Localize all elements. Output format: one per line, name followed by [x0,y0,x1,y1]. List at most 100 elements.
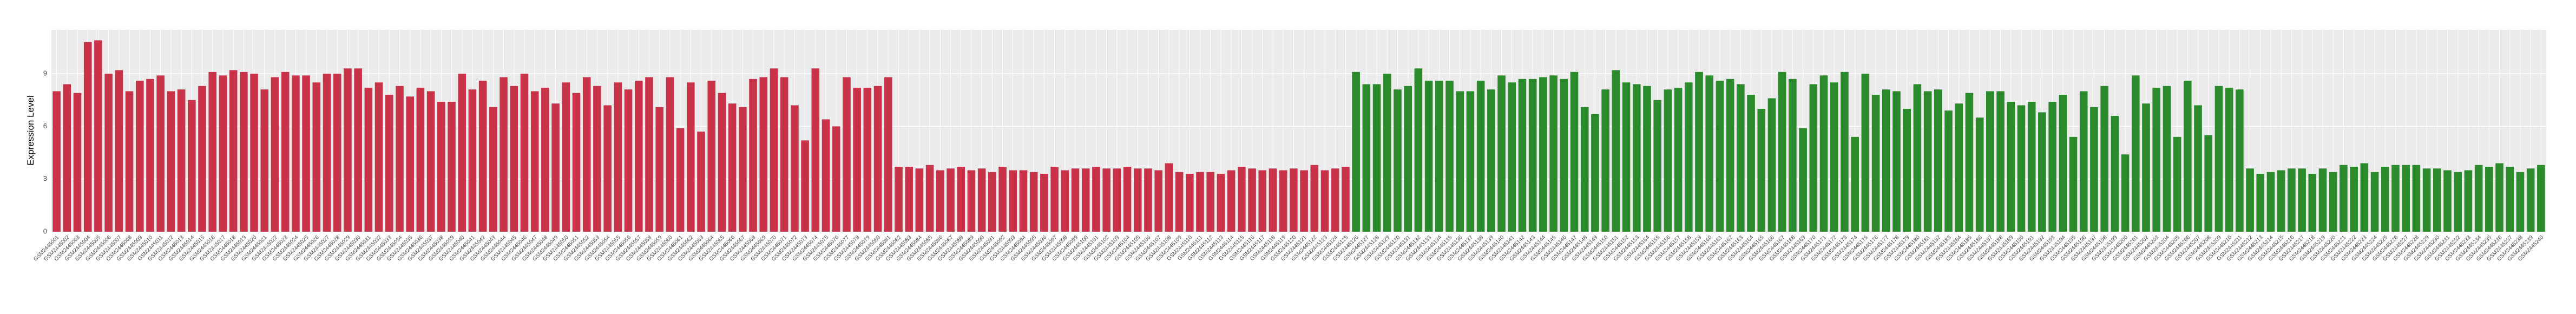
bar [811,68,820,232]
bar [1362,84,1371,232]
bar [1383,74,1391,232]
bar [2443,170,2452,232]
bar [1175,172,1184,232]
bar [219,75,227,232]
bar [478,81,487,232]
bar [1601,89,1609,232]
bar [2288,168,2296,232]
bar [468,89,477,232]
bar [582,77,591,232]
bar [323,74,331,232]
bar [2184,81,2192,232]
bar [915,168,924,232]
bar [1726,78,1734,232]
bar [2246,168,2254,232]
bar [2214,86,2223,232]
bar [1882,89,1890,232]
bar [749,78,757,232]
bar [1819,75,1828,232]
bar [260,89,269,232]
bar [1674,88,1683,232]
bar [822,119,830,232]
bar [957,166,965,232]
bar [593,86,601,232]
bar [1019,170,1028,232]
bar [1081,168,1090,232]
bar [728,103,737,232]
bar [1352,71,1360,232]
bar [1133,168,1142,232]
bar [1975,117,1984,232]
bar [2318,168,2327,232]
bar [1695,71,1703,232]
bar [1102,168,1110,232]
bar [614,82,622,232]
bar [1685,82,1693,232]
bar [198,86,206,232]
bar [1643,86,1651,232]
bar [2350,166,2358,232]
bar [2308,173,2317,232]
bar [1258,170,1267,232]
bar [520,74,529,232]
bar [489,107,497,232]
bar [2381,166,2389,232]
bar [374,82,383,232]
bar [1144,168,1152,232]
bar [2360,163,2369,232]
bar [1560,78,1568,232]
bar [801,140,809,232]
bar [426,91,435,232]
bar [1664,89,1672,232]
bar [1612,70,1620,232]
bar [1123,166,1132,232]
bar [333,74,341,232]
bar [1424,81,1433,232]
bar [624,89,633,232]
bar [1851,136,1859,232]
bar [676,128,685,232]
bar [1518,78,1527,232]
bar [1996,91,2005,232]
bar [2131,75,2140,232]
bar [2163,86,2171,232]
bar [2152,88,2160,232]
bar [988,172,996,232]
bar [500,77,508,232]
bar [1186,173,1194,232]
bar [2111,115,2119,232]
bar [1841,71,1849,232]
bar [416,88,425,232]
bar [104,74,113,232]
bar [603,105,612,232]
bar [2027,101,2036,232]
bar [1580,107,1589,232]
bar [853,88,861,232]
bar [1830,82,1838,232]
bar [645,77,653,232]
bar [2329,172,2337,232]
bar [2048,101,2056,232]
bar [1747,95,1755,232]
bar [1913,84,1922,232]
bar [2370,172,2379,232]
bar [1767,98,1776,232]
bar [2485,166,2493,232]
bar [1944,110,1953,232]
bar [437,101,445,232]
bar [863,88,872,232]
bar [873,86,882,232]
bar [895,166,903,232]
bar [1227,170,1236,232]
bar [2100,86,2108,232]
bar [530,91,539,232]
bar [281,71,290,232]
bar [1206,172,1215,232]
bar [1705,75,1714,232]
bar [1113,168,1121,232]
bar [1934,89,1942,232]
bar [2433,168,2441,232]
bar [2537,165,2545,232]
y-axis-title: Expression Level [25,95,36,165]
